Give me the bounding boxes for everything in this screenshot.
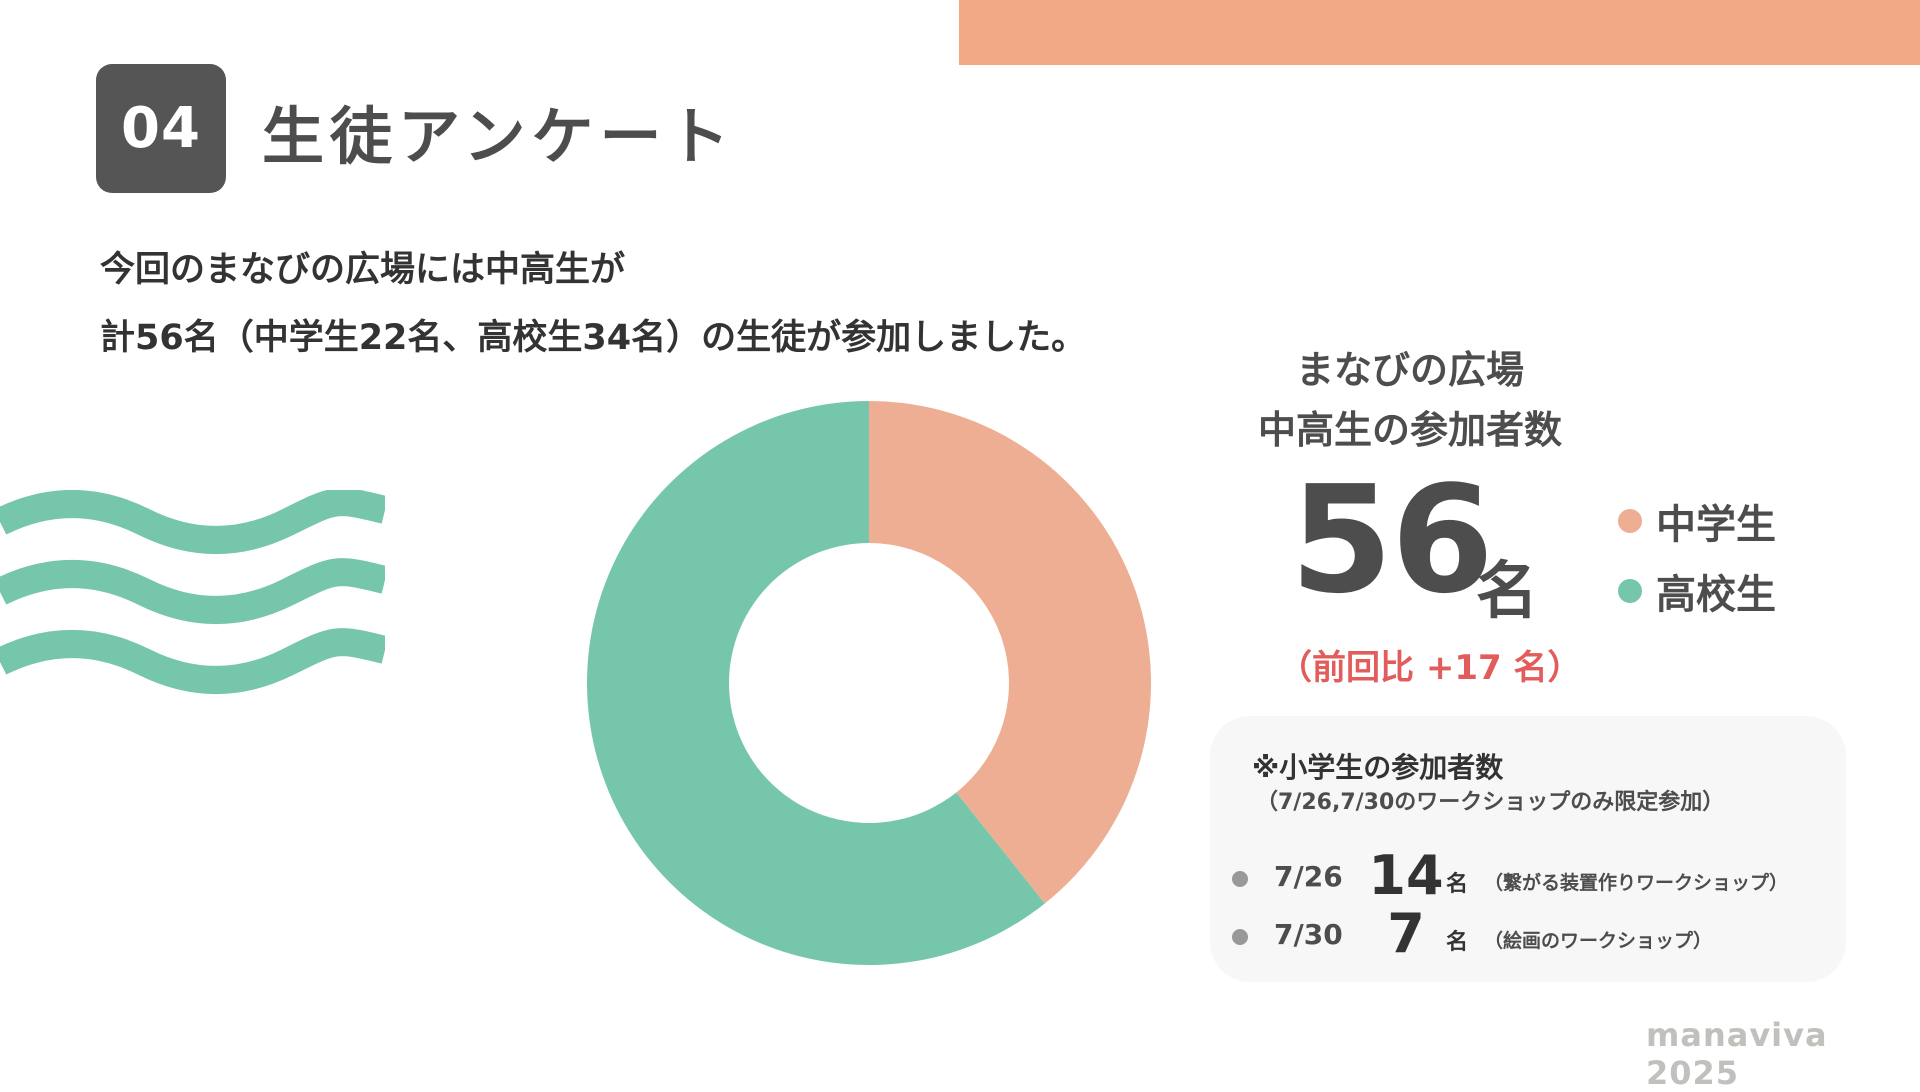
donut-slice-high-school bbox=[587, 401, 1045, 965]
legend-label-high-school: 高校生 bbox=[1656, 572, 1776, 618]
row-unit: 名 bbox=[1446, 872, 1469, 897]
stat-title-line-2: 中高生の参加者数 bbox=[1257, 408, 1562, 452]
participant-stat-title: まなびの広場 中高生の参加者数 bbox=[1210, 340, 1610, 460]
legend-item-high-school: 高校生 bbox=[1618, 556, 1776, 626]
top-accent-bar bbox=[959, 0, 1920, 65]
participant-donut-chart bbox=[587, 401, 1151, 965]
row-date: 7/26 bbox=[1274, 860, 1343, 893]
row-count: 7 bbox=[1387, 902, 1425, 965]
intro-line-1: 今回のまなびの広場には中高生が bbox=[100, 250, 626, 290]
legend-item-junior-high: 中学生 bbox=[1618, 486, 1776, 556]
elementary-info-box: ※小学生の参加者数 （7/26,7/30のワークショップのみ限定参加） 7/26… bbox=[1210, 716, 1846, 982]
total-participants: 56 bbox=[1290, 454, 1494, 626]
wave-3 bbox=[0, 628, 385, 694]
bullet-icon bbox=[1232, 929, 1248, 945]
row-count: 14 bbox=[1368, 844, 1444, 907]
page-title: 生徒アンケート bbox=[262, 100, 736, 173]
intro-text: 今回のまなびの広場には中高生が 計56名（中学生22名、高校生34名）の生徒が参… bbox=[100, 236, 1086, 372]
elementary-row-1: 7/26 14 名 （繋がる装置作りワークショップ） bbox=[1210, 844, 1846, 908]
elementary-subtitle: （7/26,7/30のワークショップのみ限定参加） bbox=[1256, 790, 1725, 815]
bullet-icon bbox=[1232, 871, 1248, 887]
stat-title-line-1: まなびの広場 bbox=[1295, 348, 1524, 392]
decorative-waves bbox=[0, 490, 385, 694]
intro-line-2: 計56名（中学生22名、高校生34名）の生徒が参加しました。 bbox=[100, 318, 1087, 358]
section-number: 04 bbox=[121, 96, 201, 161]
donut-slice-junior-high bbox=[869, 401, 1151, 904]
row-note: （繋がる装置作りワークショップ） bbox=[1484, 872, 1789, 894]
row-note: （絵画のワークショップ） bbox=[1484, 930, 1713, 952]
row-date: 7/30 bbox=[1274, 918, 1343, 951]
row-unit: 名 bbox=[1446, 930, 1469, 955]
elementary-title: ※小学生の参加者数 bbox=[1252, 751, 1504, 784]
total-unit: 名 bbox=[1476, 554, 1539, 627]
wave-1 bbox=[0, 490, 385, 554]
legend-dot-high-school bbox=[1618, 579, 1642, 603]
previous-comparison: （前回比 +17 名） bbox=[1278, 648, 1582, 688]
legend-dot-junior-high bbox=[1618, 509, 1642, 533]
elementary-row-2: 7/30 7 名 （絵画のワークショップ） bbox=[1210, 902, 1846, 966]
legend-label-junior-high: 中学生 bbox=[1656, 502, 1776, 548]
wave-2 bbox=[0, 558, 385, 624]
footer-brand: manaviva 2025 bbox=[1646, 1016, 1828, 1092]
chart-legend: 中学生 高校生 bbox=[1618, 486, 1776, 626]
section-number-badge: 04 bbox=[96, 64, 226, 193]
